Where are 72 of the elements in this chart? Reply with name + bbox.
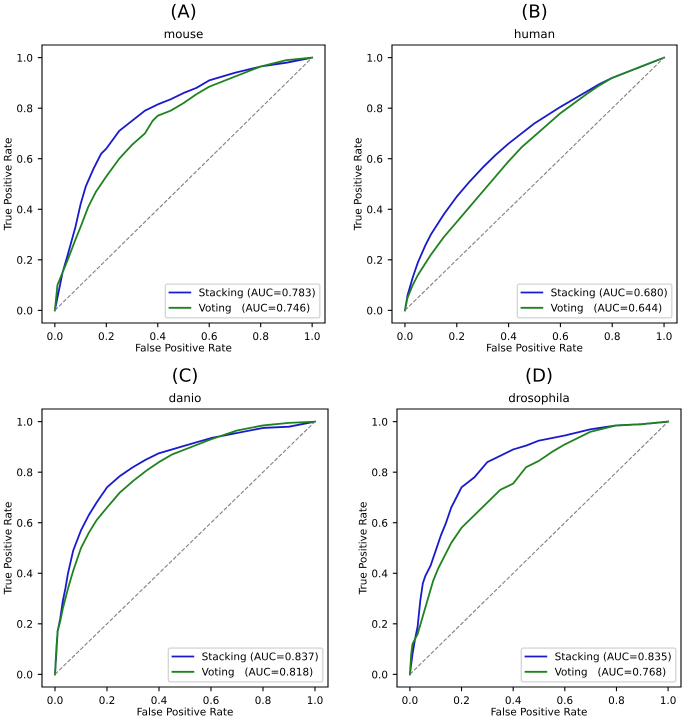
x-tick-label: 0.0 xyxy=(402,696,418,704)
legend-label: Voting (AUC=0.768) xyxy=(554,668,666,678)
x-tick-label: 0.4 xyxy=(500,332,516,340)
y-axis-title: True Positive Rate xyxy=(354,138,362,230)
chart-title: (C) xyxy=(173,368,197,384)
chart-subtitle: drosophila xyxy=(508,393,569,405)
x-tick-label: 0.6 xyxy=(557,696,572,704)
y-tick-label: 1.0 xyxy=(18,54,32,62)
y-axis-title: True Positive Rate xyxy=(4,138,12,230)
y-tick-label: 1.0 xyxy=(18,418,32,426)
x-tick-label: 0.6 xyxy=(202,332,217,340)
x-tick-label: 0.4 xyxy=(506,696,521,704)
chart-subtitle: danio xyxy=(169,393,201,402)
x-tick-label: 0.6 xyxy=(552,332,568,340)
legend-label: Voting (AUC=0.818) xyxy=(202,668,312,678)
x-tick-label: 0.2 xyxy=(98,332,114,340)
x-tick-label: 1.0 xyxy=(656,332,672,340)
x-tick-label: 1.0 xyxy=(660,696,676,704)
legend-label: Stacking (AUC=0.783) xyxy=(199,288,315,298)
y-tick-label: 0.6 xyxy=(367,154,382,163)
x-axis-title: False Positive Rate xyxy=(492,708,587,716)
chart-subtitle: human xyxy=(514,29,554,38)
y-tick-label: 0.8 xyxy=(17,468,32,476)
y-tick-label: 0.4 xyxy=(372,570,388,578)
y-tick-label: 0.8 xyxy=(367,104,382,112)
y-tick-label: 0.0 xyxy=(372,670,388,678)
y-tick-label: 0.2 xyxy=(372,620,387,628)
y-axis-title: True Positive Rate xyxy=(4,502,12,594)
x-tick-label: 0.8 xyxy=(255,696,271,704)
y-tick-label: 0.4 xyxy=(17,206,32,214)
chart-title: (D) xyxy=(526,368,552,384)
x-tick-label: 0.0 xyxy=(397,332,413,340)
x-axis-title: False Positive Rate xyxy=(487,344,582,352)
x-tick-label: 1.0 xyxy=(305,332,320,340)
y-tick-label: 0.8 xyxy=(17,104,32,112)
x-tick-label: 0.6 xyxy=(203,696,219,704)
x-tick-label: 0.8 xyxy=(604,332,620,340)
x-tick-label: 0.0 xyxy=(47,332,62,340)
y-tick-label: 0.0 xyxy=(367,306,382,314)
x-tick-label: 0.8 xyxy=(253,332,268,340)
x-tick-label: 0.4 xyxy=(151,696,167,704)
y-tick-label: 0.6 xyxy=(372,518,388,527)
x-axis-title: False Positive Rate xyxy=(138,708,233,716)
y-tick-label: 0.0 xyxy=(17,670,32,678)
y-tick-label: 0.2 xyxy=(367,256,382,264)
y-tick-label: 0.8 xyxy=(372,468,388,476)
legend-label: Voting (AUC=0.746) xyxy=(198,304,310,314)
y-tick-label: 0.6 xyxy=(17,518,32,527)
chart-subtitle: mouse xyxy=(164,31,203,38)
legend-label: Voting (AUC=0.644) xyxy=(550,304,662,314)
y-tick-label: 1.0 xyxy=(368,54,382,62)
y-tick-label: 0.4 xyxy=(17,570,32,578)
x-tick-label: 0.2 xyxy=(454,696,469,704)
legend-label: Stacking (AUC=0.837) xyxy=(202,652,318,662)
y-tick-label: 0.2 xyxy=(17,620,32,628)
y-axis-title: True Positive Rate xyxy=(358,502,367,594)
x-tick-label: 0.4 xyxy=(150,332,166,340)
y-tick-label: 0.6 xyxy=(17,154,32,163)
x-axis-title: False Positive Rate xyxy=(136,344,232,352)
y-tick-label: 0.4 xyxy=(367,206,382,214)
y-tick-label: 0.0 xyxy=(17,306,32,314)
x-tick-label: 0.2 xyxy=(99,696,114,704)
x-tick-label: 0.0 xyxy=(47,696,63,704)
x-tick-label: 0.8 xyxy=(608,696,624,704)
x-tick-label: 1.0 xyxy=(308,696,323,704)
x-tick-label: 0.2 xyxy=(449,332,464,340)
y-tick-label: 1.0 xyxy=(372,418,388,426)
chart-title: (A) xyxy=(172,4,196,20)
chart-title: (B) xyxy=(522,4,546,20)
y-tick-label: 0.2 xyxy=(17,256,32,264)
legend-label: Stacking (AUC=0.680) xyxy=(551,288,667,298)
legend-label: Stacking (AUC=0.835) xyxy=(555,652,671,662)
